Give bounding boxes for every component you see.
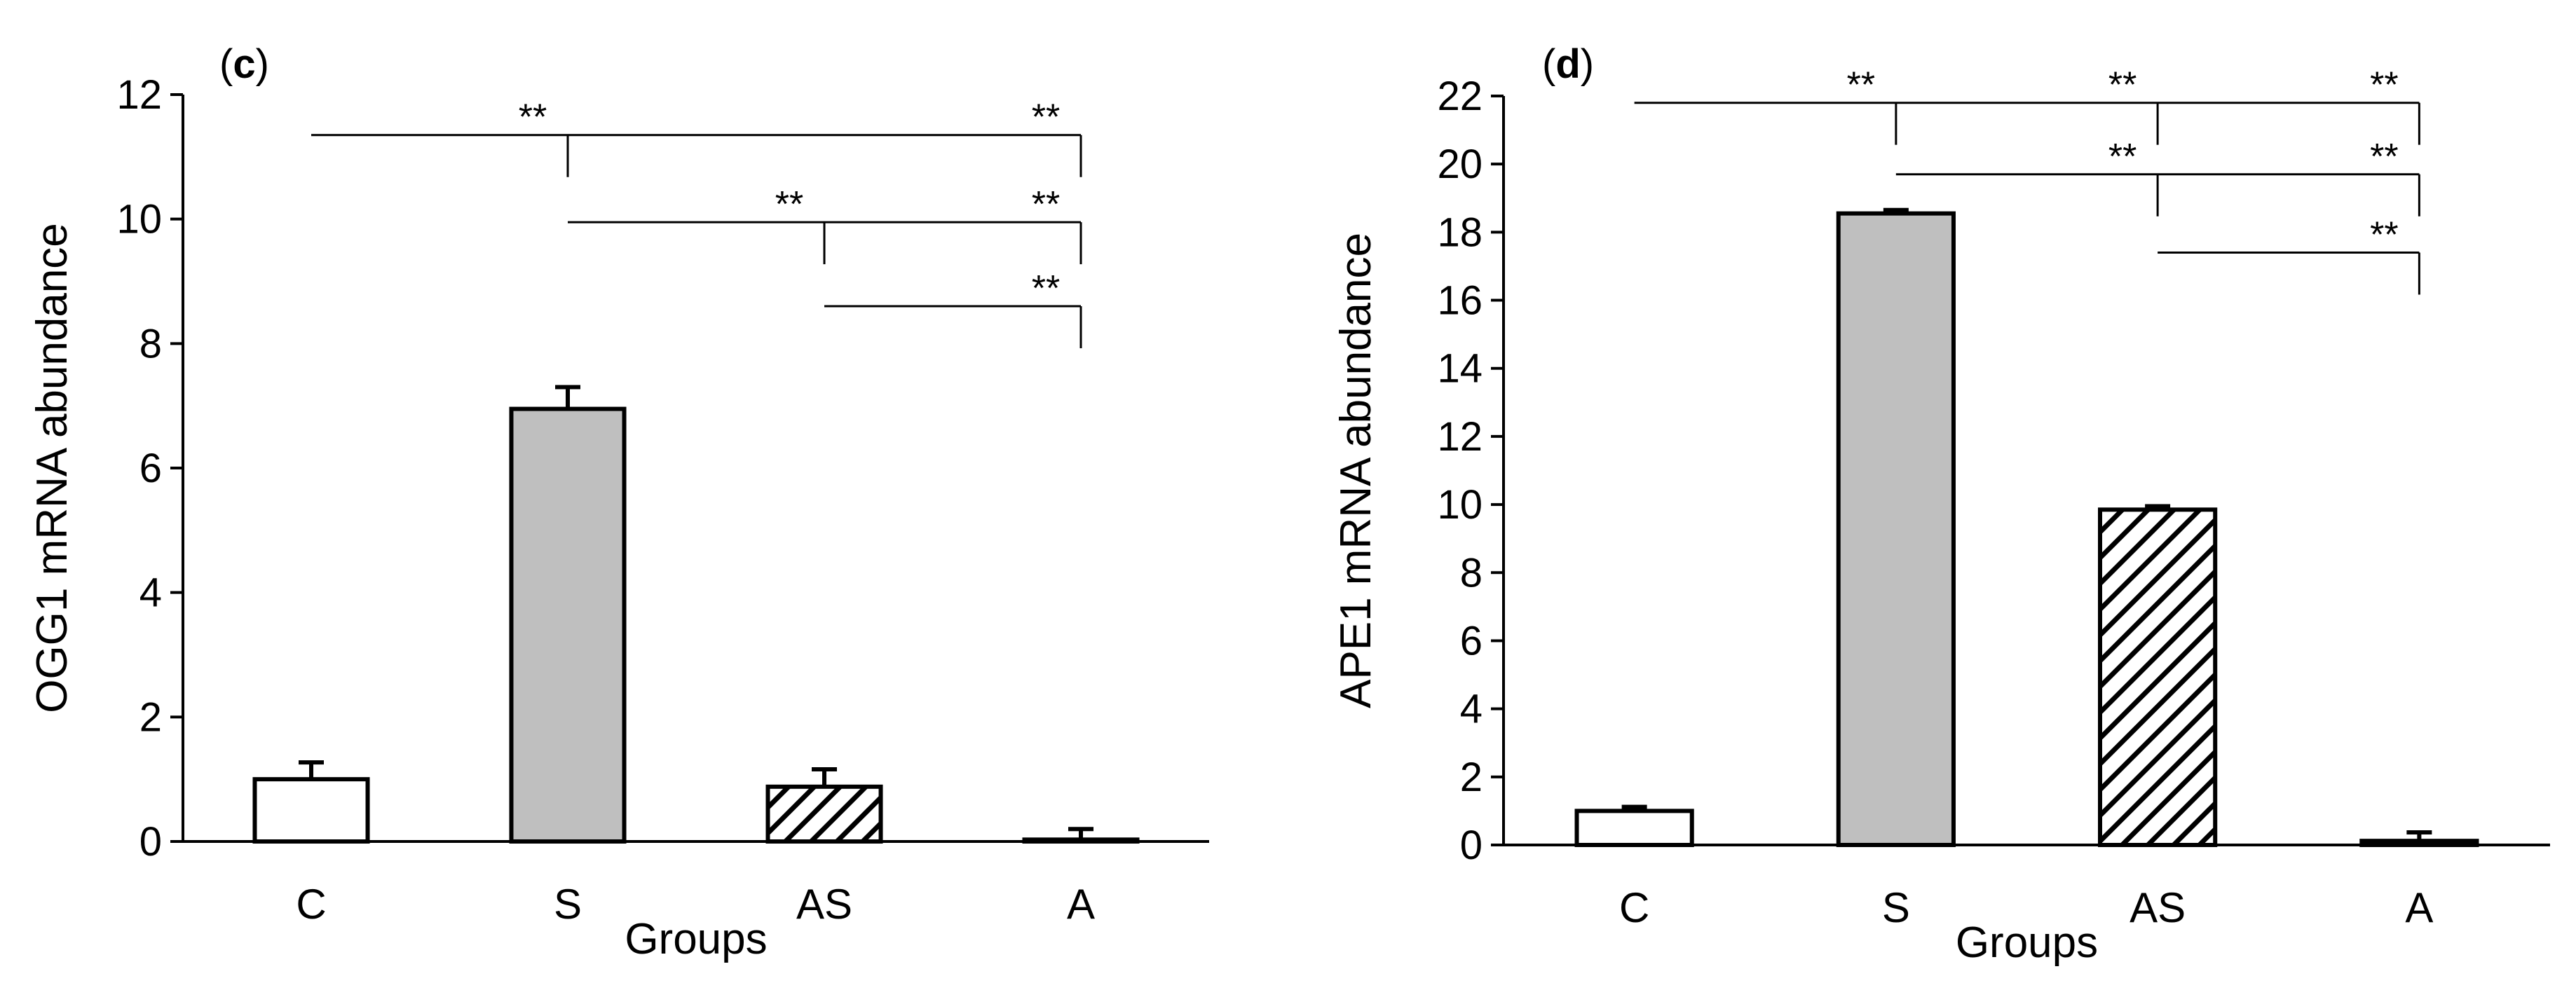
significance-label: ** (2370, 137, 2398, 177)
panel-label-part: d (1555, 41, 1580, 87)
y-tick-label: 0 (1460, 823, 1483, 868)
significance-label: ** (2108, 65, 2137, 106)
panel-label-part: ( (219, 41, 233, 87)
y-tick-label: 10 (116, 197, 162, 242)
significance-label: ** (1032, 184, 1060, 225)
y-tick-label: 12 (116, 72, 162, 118)
y-axis-title: APE1 mRNA abundance (1332, 233, 1380, 708)
y-tick-label: 4 (1460, 687, 1483, 732)
bar (765, 784, 883, 844)
panel-label: (c) (219, 41, 269, 87)
bar (252, 777, 370, 844)
y-tick-label: 0 (139, 819, 162, 865)
bar (509, 406, 627, 844)
x-axis-title: Groups (625, 915, 767, 963)
y-tick-label: 8 (1460, 550, 1483, 596)
y-tick-label: 8 (139, 321, 162, 366)
y-tick-label: 20 (1437, 142, 1483, 187)
significance-label: ** (1032, 97, 1060, 138)
x-axis-title: Groups (1956, 919, 2098, 967)
x-tick-label: C (1619, 884, 1649, 931)
x-tick-label: S (1882, 884, 1910, 931)
y-tick-label: 6 (139, 446, 162, 491)
y-tick-label: 2 (139, 694, 162, 740)
significance-label: ** (1032, 268, 1060, 309)
y-tick-label: 14 (1437, 346, 1483, 392)
panel-label-part: c (233, 41, 255, 87)
y-tick-label: 22 (1437, 74, 1483, 119)
significance-label: ** (1847, 65, 1875, 106)
x-tick-label: A (2405, 884, 2433, 931)
y-axis-title: OGG1 mRNA abundance (28, 223, 76, 713)
significance-label: ** (2370, 215, 2398, 256)
panel-label-part: ) (256, 41, 269, 87)
y-tick-label: 12 (1437, 414, 1483, 460)
panel-label-part: ) (1581, 41, 1594, 87)
y-tick-label: 18 (1437, 209, 1483, 255)
bar (1574, 809, 1694, 847)
y-tick-label: 4 (139, 570, 162, 616)
significance-label: ** (2370, 65, 2398, 106)
significance-label: ** (775, 184, 803, 225)
y-tick-label: 16 (1437, 278, 1483, 324)
x-tick-label: AS (796, 881, 852, 928)
bar (1836, 211, 1956, 848)
y-tick-label: 10 (1437, 482, 1483, 528)
significance-label: ** (519, 97, 547, 138)
panel-label: (d) (1542, 41, 1594, 87)
panel-label-part: ( (1542, 41, 1555, 87)
x-tick-label: S (554, 881, 582, 928)
significance-label: ** (2108, 137, 2137, 177)
bar (2098, 507, 2218, 847)
x-tick-label: C (296, 881, 326, 928)
x-tick-label: A (1067, 881, 1095, 928)
y-tick-label: 6 (1460, 618, 1483, 664)
x-tick-label: AS (2129, 884, 2186, 931)
y-tick-label: 2 (1460, 755, 1483, 800)
